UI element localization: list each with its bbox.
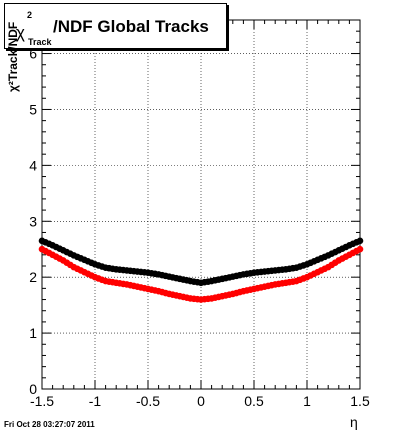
title-subscript: Track [28, 37, 52, 47]
grid [42, 20, 360, 389]
x-tick-label: 0 [197, 393, 205, 409]
title-text: /NDF Global Tracks [53, 17, 209, 36]
y-tick-label: 6 [29, 46, 37, 62]
x-tick-label: -0.5 [136, 393, 160, 409]
title-box: χ 2 Track /NDF Global Tracks [4, 3, 227, 49]
x-tick-label: -1.5 [30, 393, 54, 409]
y-tick-label: 1 [29, 325, 37, 341]
timestamp-footer: Fri Oct 28 03:27:07 2011 [4, 420, 95, 429]
x-tick-label: 0.5 [244, 393, 264, 409]
x-tick-label: 1.5 [350, 393, 370, 409]
y-tick-label: 0 [29, 381, 37, 397]
axis-ticks [41, 20, 361, 390]
title-chi: χ [16, 23, 25, 42]
y-tick-label: 5 [29, 101, 37, 117]
x-tick-label: 1 [303, 393, 311, 409]
x-tick-label: -1 [89, 393, 102, 409]
plot-frame [41, 19, 361, 390]
data-point [356, 237, 364, 245]
data-point [356, 245, 364, 253]
y-axis-label: χ²Track/NDF [6, 21, 20, 92]
data-points [38, 237, 364, 303]
title-superscript: 2 [27, 10, 33, 20]
y-tick-label: 2 [29, 269, 37, 285]
y-tick-label: 3 [29, 213, 37, 229]
tick-labels: -1.5 -1 -0.5 0 0.5 1 1.5 0 1 2 3 4 5 6 [29, 46, 370, 409]
x-axis-label: η [350, 414, 358, 430]
y-tick-label: 4 [29, 157, 37, 173]
